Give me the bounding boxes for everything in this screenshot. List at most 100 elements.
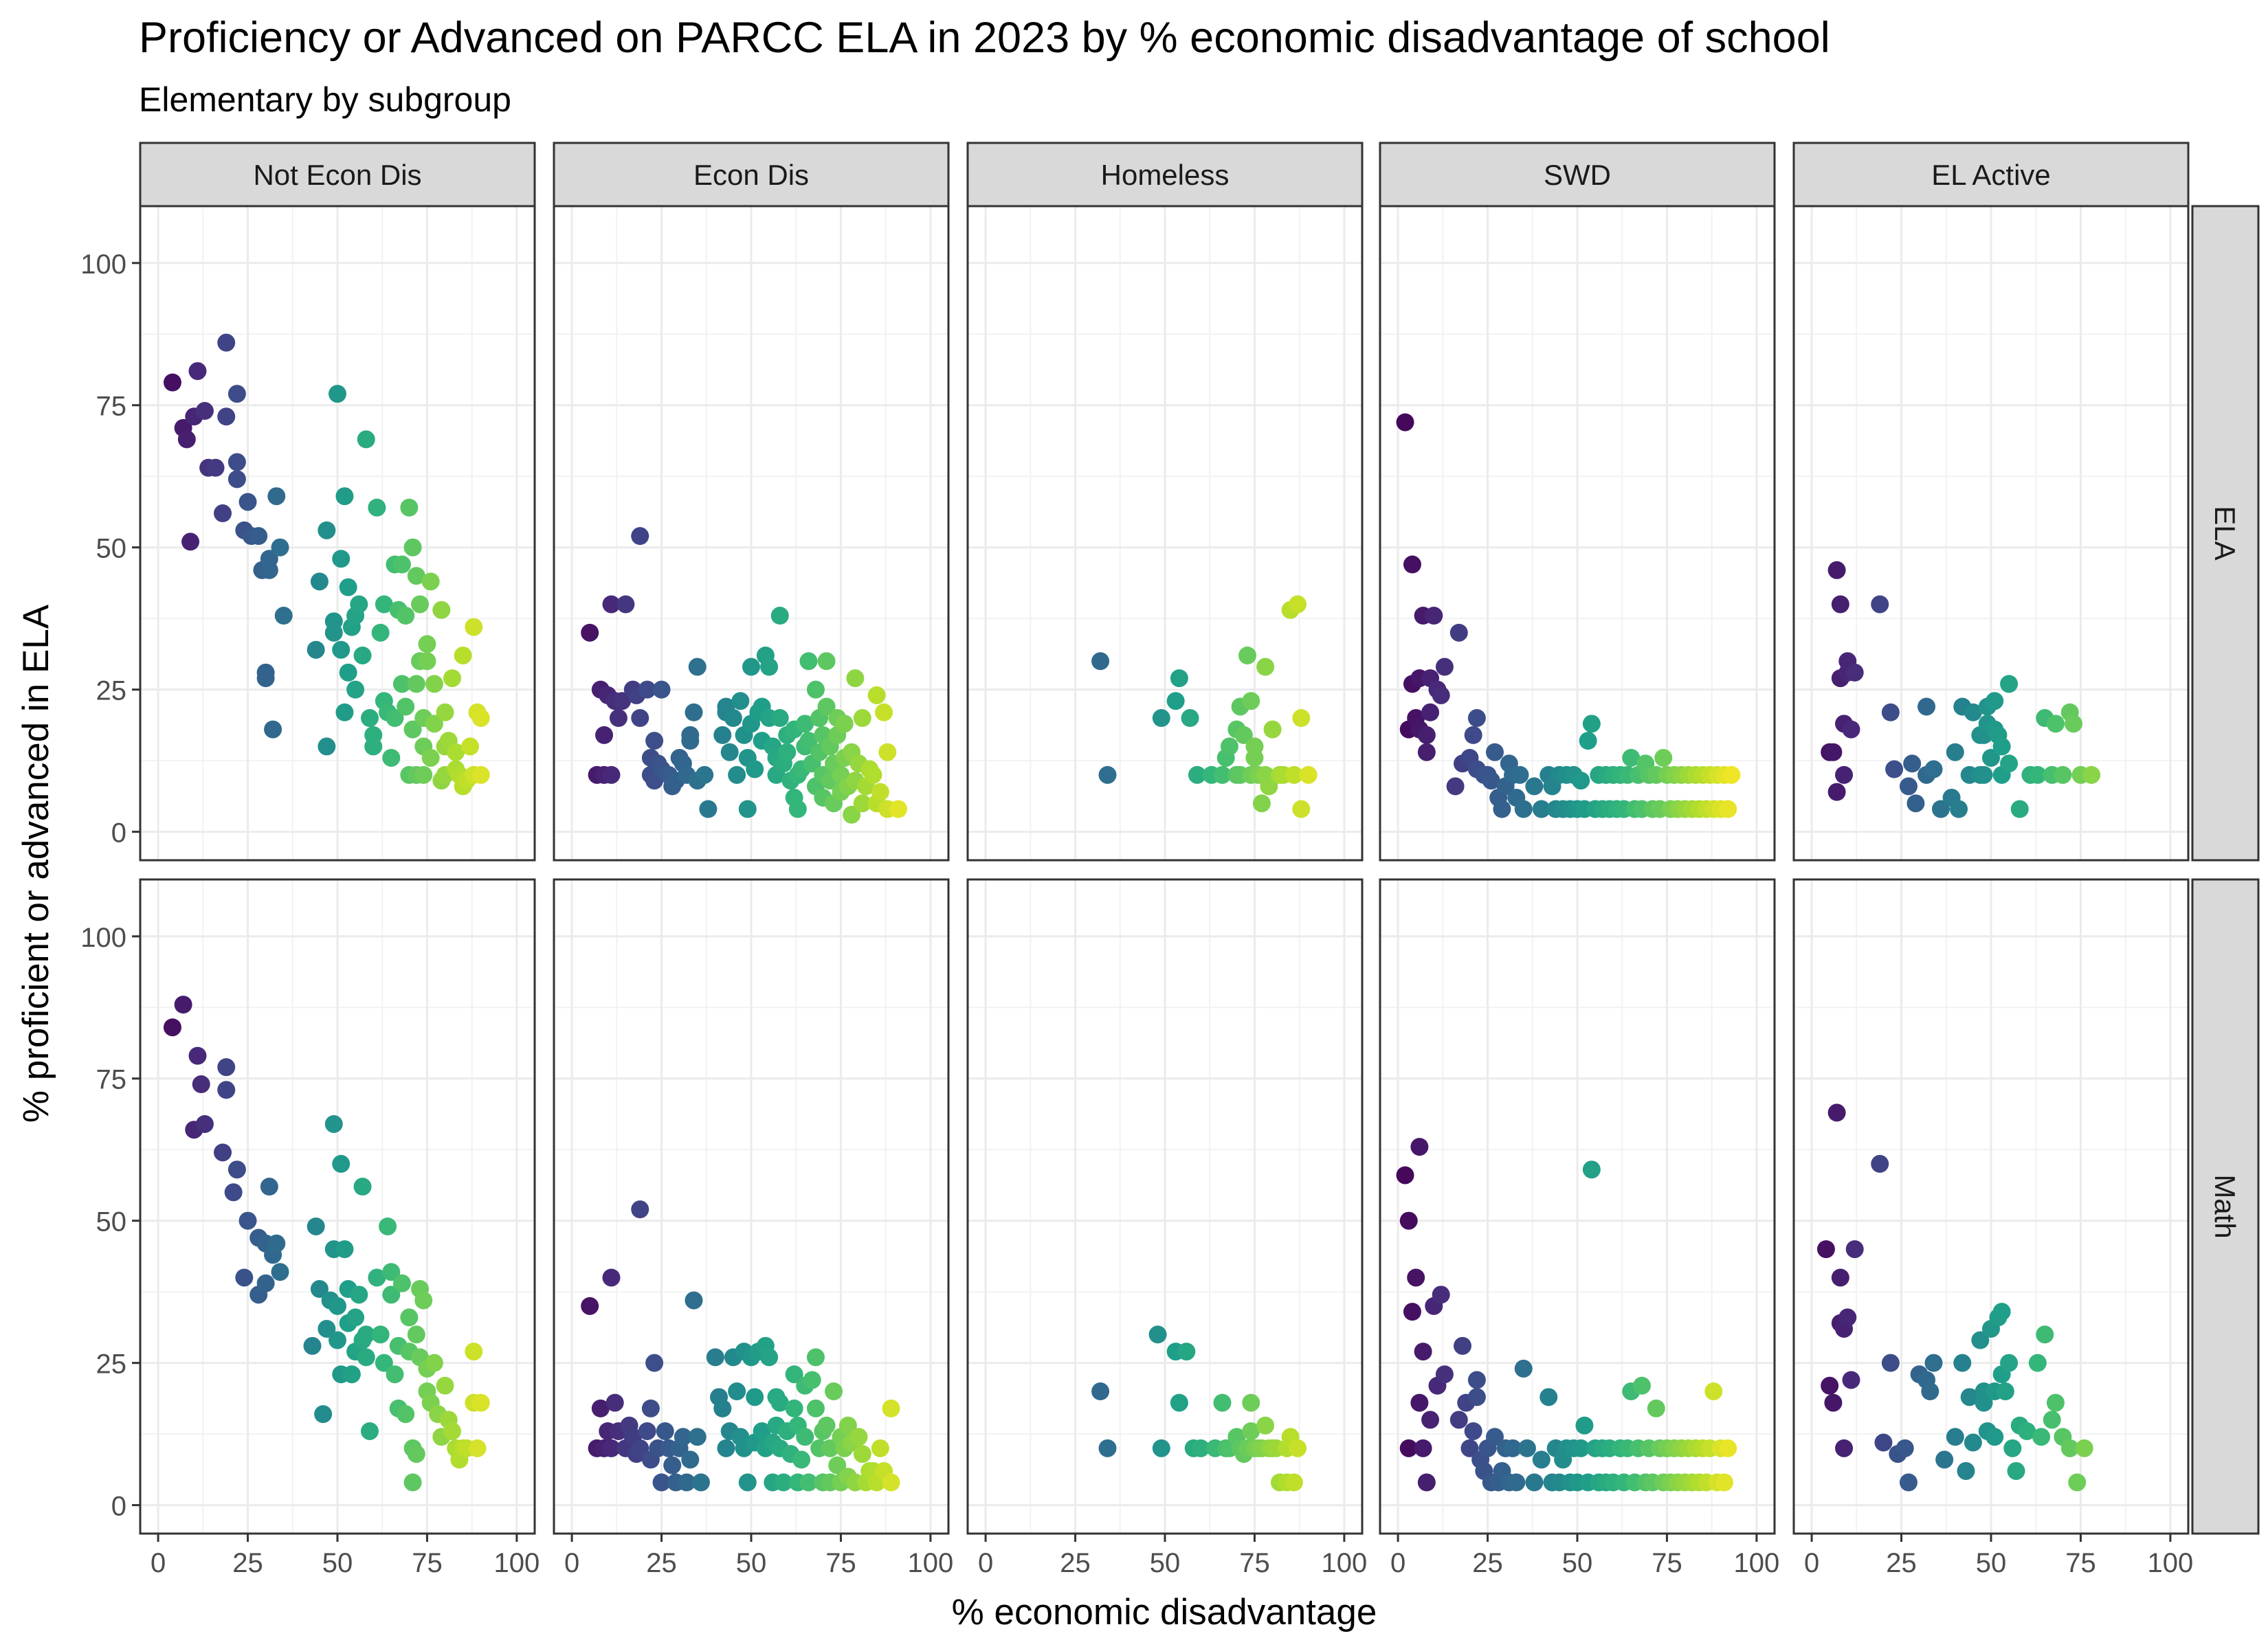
data-point xyxy=(256,663,275,682)
data-point xyxy=(835,715,854,733)
data-point xyxy=(1827,561,1846,579)
data-point xyxy=(392,1274,411,1292)
data-point xyxy=(465,1343,483,1361)
data-point xyxy=(1435,658,1454,676)
data-point xyxy=(468,1439,487,1457)
data-point xyxy=(181,532,200,551)
data-point xyxy=(1986,692,2004,710)
data-point xyxy=(688,658,707,676)
data-point xyxy=(799,652,818,671)
data-point xyxy=(806,680,825,699)
data-point xyxy=(407,1445,425,1463)
data-point xyxy=(1403,1303,1421,1321)
panel-ela-econ-dis: Econ Dis xyxy=(553,142,950,862)
data-point xyxy=(799,1473,818,1492)
data-point xyxy=(717,1439,735,1457)
data-point xyxy=(1964,703,1982,721)
data-point xyxy=(1299,765,1318,784)
data-point xyxy=(1835,1439,1854,1457)
data-point xyxy=(425,675,443,693)
data-point xyxy=(631,1439,649,1457)
data-point xyxy=(174,996,192,1014)
data-point xyxy=(400,1308,419,1327)
data-point xyxy=(1992,737,2011,756)
data-point xyxy=(264,720,282,739)
data-point xyxy=(1885,760,1904,778)
data-point xyxy=(1704,1382,1723,1401)
data-point xyxy=(443,1422,461,1440)
data-point xyxy=(1946,743,1964,761)
facet-strip-label: Homeless xyxy=(1101,159,1230,191)
panel-ela-not-econ-dis: Not Econ Dis 0 25 50 75 100 xyxy=(80,142,536,862)
y-tick-label: 0 xyxy=(111,818,126,849)
facet-strip xyxy=(139,142,536,207)
data-point xyxy=(817,652,836,671)
data-point xyxy=(364,737,383,756)
data-point xyxy=(803,1371,821,1389)
data-point xyxy=(2028,1354,2047,1372)
data-point xyxy=(1996,1382,2014,1401)
data-point xyxy=(418,652,436,671)
data-point xyxy=(1871,595,1889,614)
data-point xyxy=(1906,794,1925,813)
data-point xyxy=(332,640,351,659)
data-point xyxy=(641,1399,660,1417)
data-point xyxy=(274,607,293,625)
data-point xyxy=(1091,652,1110,671)
data-point xyxy=(796,715,814,733)
data-point xyxy=(774,1473,792,1492)
data-point xyxy=(1831,1268,1849,1287)
data-point xyxy=(1715,1473,1733,1492)
panel-math-econ-dis: 0 25 50 75 100 xyxy=(553,878,953,1578)
data-point xyxy=(1396,413,1414,431)
data-point xyxy=(1899,777,1917,796)
data-point xyxy=(418,635,436,653)
data-point xyxy=(260,561,278,579)
data-point xyxy=(2018,1422,2036,1440)
data-point xyxy=(713,1399,732,1417)
data-point xyxy=(1464,726,1482,744)
data-point xyxy=(1842,1371,1860,1389)
data-point xyxy=(631,709,649,728)
data-point xyxy=(2000,754,2019,773)
data-point xyxy=(1410,1393,1429,1412)
data-point xyxy=(691,1473,710,1492)
data-point xyxy=(1421,1411,1440,1429)
data-point xyxy=(2036,1325,2054,1344)
data-point xyxy=(307,1217,325,1235)
data-point xyxy=(339,578,357,596)
data-point xyxy=(1242,692,1260,710)
facet-strip xyxy=(1792,142,2190,207)
data-point xyxy=(307,640,325,659)
data-point xyxy=(681,732,700,750)
data-point xyxy=(1971,1331,1990,1349)
data-point xyxy=(882,1473,900,1492)
data-point xyxy=(2043,1411,2061,1429)
data-point xyxy=(1192,1439,1210,1457)
data-point xyxy=(609,709,627,728)
x-tick-label: 75 xyxy=(1239,1548,1270,1578)
data-point xyxy=(227,470,246,489)
data-point xyxy=(1414,1343,1432,1361)
facet-strip-label: Not Econ Dis xyxy=(253,159,421,191)
x-tick-label: 50 xyxy=(1562,1548,1593,1578)
data-point xyxy=(1835,765,1854,784)
data-point xyxy=(2075,1439,2093,1457)
data-point xyxy=(1432,686,1450,704)
data-point xyxy=(688,1428,707,1446)
data-point xyxy=(414,765,433,784)
data-point xyxy=(638,1422,656,1440)
x-tick-label: 0 xyxy=(564,1548,579,1578)
data-point xyxy=(602,1268,621,1287)
data-point xyxy=(2065,715,2083,733)
data-point xyxy=(889,800,907,818)
data-point xyxy=(1152,1439,1170,1457)
data-point xyxy=(1514,1359,1533,1378)
data-point xyxy=(1454,1336,1472,1355)
data-point xyxy=(1917,697,1936,716)
x-tick-label: 50 xyxy=(1150,1548,1181,1578)
data-point xyxy=(177,430,196,449)
data-point xyxy=(778,743,797,761)
data-point xyxy=(206,458,225,477)
data-point xyxy=(1220,737,1238,756)
